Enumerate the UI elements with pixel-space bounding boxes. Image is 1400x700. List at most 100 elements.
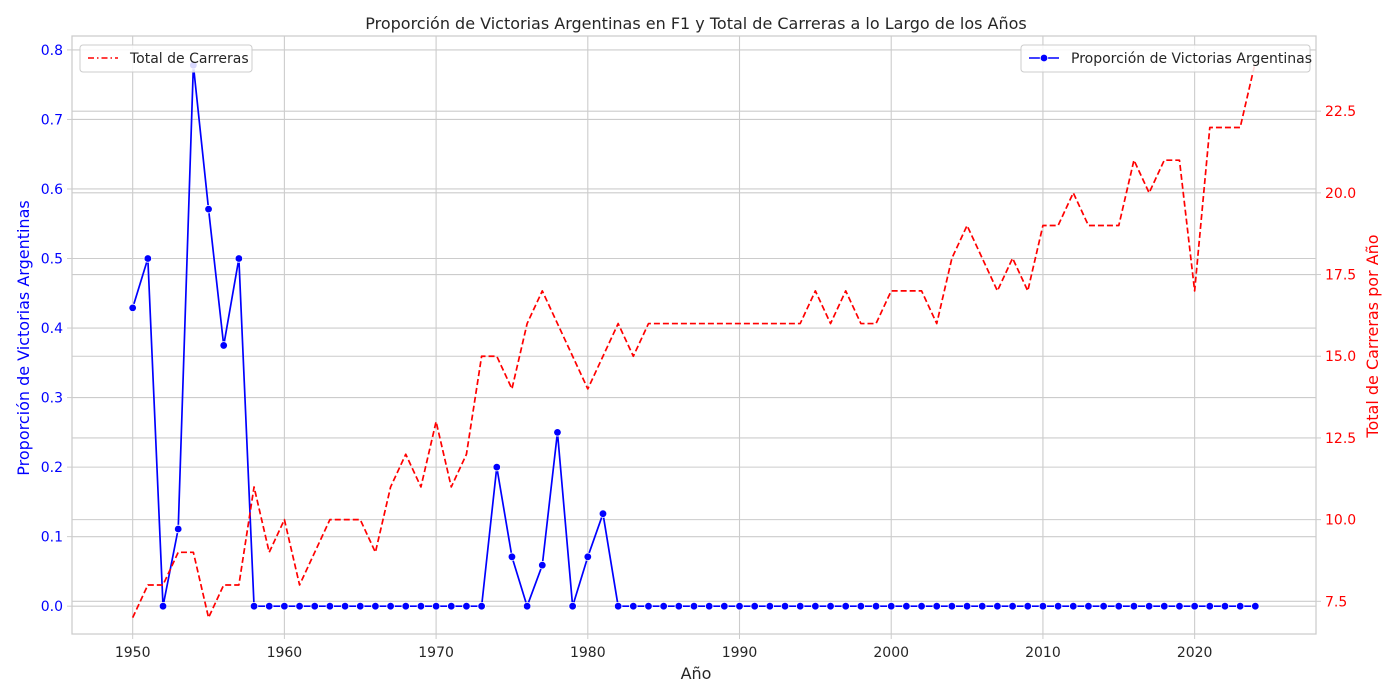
data-point <box>796 601 805 611</box>
data-point <box>1235 601 1245 611</box>
data-point <box>1053 601 1063 611</box>
data-point <box>492 462 501 472</box>
data-point <box>1114 601 1123 611</box>
data-point <box>613 601 623 611</box>
legend-label: Total de Carreras <box>129 51 249 67</box>
y-right-tick-label: 20.0 <box>1325 186 1356 202</box>
right-y-axis-title: Total de Carreras por Año <box>1363 234 1382 438</box>
data-point <box>887 601 896 611</box>
data-point <box>416 601 426 611</box>
data-point <box>689 601 699 611</box>
data-point <box>704 601 714 611</box>
legend-marker <box>1039 53 1049 63</box>
data-point <box>340 601 350 611</box>
y-left-tick-label: 0.7 <box>41 112 63 128</box>
data-point <box>780 601 790 611</box>
data-point <box>204 204 213 214</box>
y-left-tick-label: 0.1 <box>41 530 63 546</box>
data-point <box>598 509 608 518</box>
x-tick-label: 2000 <box>873 645 909 661</box>
data-point <box>720 601 729 611</box>
data-point <box>1069 601 1078 611</box>
data-point <box>871 601 881 611</box>
data-point <box>629 601 638 611</box>
data-point <box>750 601 759 611</box>
data-point <box>1205 601 1214 611</box>
series-layer <box>128 60 1260 619</box>
data-point <box>1084 601 1093 611</box>
data-point <box>128 303 137 313</box>
data-point <box>522 601 532 611</box>
y-left-tick-label: 0.4 <box>41 321 63 337</box>
data-point <box>1038 601 1048 611</box>
series-line-total-carreras <box>131 61 1257 619</box>
left-y-axis-title: Proporción de Victorias Argentinas <box>14 200 33 475</box>
data-point <box>1160 601 1169 611</box>
data-point <box>1008 601 1017 611</box>
data-point <box>477 601 486 611</box>
left-y-axis-ticks: 0.0 0.1 0.2 0.3 0.4 0.5 0.6 0.7 0.8 <box>41 43 72 615</box>
data-point <box>1129 601 1139 611</box>
data-point <box>173 524 183 534</box>
data-point <box>143 254 153 263</box>
data-point <box>1190 601 1199 611</box>
x-tick-label: 1970 <box>418 645 454 661</box>
data-point <box>280 601 289 611</box>
data-point <box>325 601 335 611</box>
legend-box <box>1020 44 1311 73</box>
data-point <box>538 560 547 570</box>
y-left-tick-label: 0.0 <box>41 599 63 615</box>
data-point <box>674 601 684 611</box>
data-point <box>1251 601 1260 611</box>
x-tick-label: 1960 <box>267 645 303 661</box>
data-point <box>841 601 850 611</box>
legend-proporcion-victorias: Proporción de Victorias Argentinas <box>1020 44 1312 73</box>
y-right-tick-label: 17.5 <box>1325 268 1356 284</box>
y-left-tick-label: 0.6 <box>41 182 63 198</box>
chart-title: Proporción de Victorias Argentinas en F1… <box>365 14 1027 33</box>
legend-box <box>79 44 253 73</box>
y-right-tick-label: 22.5 <box>1325 104 1356 120</box>
y-left-tick-label: 0.2 <box>41 460 63 476</box>
y-left-tick-label: 0.8 <box>41 43 63 59</box>
data-point <box>1220 601 1230 611</box>
data-point <box>386 601 395 611</box>
data-point <box>856 601 866 611</box>
x-axis-ticks: 1950 1960 1970 1980 1990 2000 2010 2020 <box>115 634 1212 661</box>
plot-frame <box>71 35 1317 635</box>
data-point <box>917 601 926 611</box>
y-right-tick-label: 15.0 <box>1325 349 1356 365</box>
data-point <box>356 601 365 611</box>
data-point <box>462 601 471 611</box>
x-tick-label: 1980 <box>570 645 606 661</box>
right-y-axis-ticks: 7.5 10.0 12.5 15.0 17.5 20.0 22.5 <box>1316 104 1356 610</box>
y-left-tick-label: 0.5 <box>41 252 63 268</box>
data-point <box>583 552 592 562</box>
legend-label: Proporción de Victorias Argentinas <box>1071 51 1312 67</box>
data-point <box>811 601 820 611</box>
data-point <box>219 341 228 350</box>
x-tick-label: 2010 <box>1025 645 1061 661</box>
data-point <box>553 428 562 437</box>
data-point <box>295 601 304 611</box>
data-point <box>932 601 941 611</box>
data-point <box>401 601 410 611</box>
y-right-tick-label: 12.5 <box>1325 431 1356 447</box>
x-tick-label: 1950 <box>115 645 151 661</box>
data-point <box>158 601 168 611</box>
data-point <box>568 601 577 611</box>
legend-total-carreras: Total de Carreras <box>79 44 253 73</box>
data-point <box>902 601 911 611</box>
data-point <box>1144 601 1154 611</box>
data-point <box>1099 601 1108 611</box>
data-point <box>659 601 668 611</box>
data-point <box>1023 601 1032 611</box>
data-point <box>962 601 972 611</box>
data-point <box>265 601 274 611</box>
data-point <box>1175 601 1184 611</box>
x-axis-title: Año <box>681 664 712 683</box>
y-right-tick-label: 7.5 <box>1325 594 1347 610</box>
grid <box>72 36 1316 634</box>
